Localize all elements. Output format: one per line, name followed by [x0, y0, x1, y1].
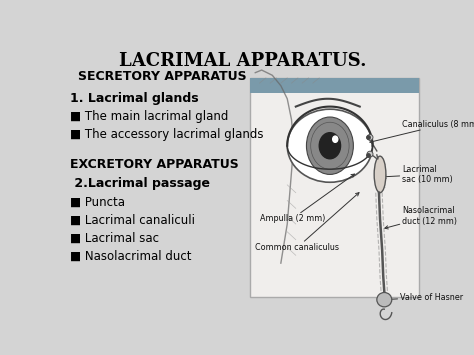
Bar	[250, 78, 419, 297]
Text: Common canaliculus: Common canaliculus	[255, 193, 359, 252]
Circle shape	[306, 117, 353, 174]
Circle shape	[333, 136, 338, 142]
Ellipse shape	[287, 109, 373, 182]
Text: ■ Nasolacrimal duct: ■ Nasolacrimal duct	[70, 249, 192, 262]
Text: EXCRETORY APPARATUS: EXCRETORY APPARATUS	[70, 158, 239, 171]
Ellipse shape	[374, 156, 386, 193]
Text: LACRIMAL APPARATUS.: LACRIMAL APPARATUS.	[119, 52, 367, 70]
Text: ■ The accessory lacrimal glands: ■ The accessory lacrimal glands	[70, 128, 264, 141]
Ellipse shape	[367, 135, 373, 140]
Text: 2.Lacrimal passage: 2.Lacrimal passage	[70, 177, 210, 190]
Text: ■ Lacrimal canaliculi: ■ Lacrimal canaliculi	[70, 214, 195, 227]
Text: ■ Puncta: ■ Puncta	[70, 196, 125, 209]
Ellipse shape	[377, 293, 392, 307]
Text: Canaliculus (8 mm): Canaliculus (8 mm)	[370, 120, 474, 143]
Circle shape	[319, 133, 340, 159]
Bar	[250, 78, 419, 93]
Text: Valve of Hasner: Valve of Hasner	[387, 293, 464, 301]
Text: 1. Lacrimal glands: 1. Lacrimal glands	[70, 92, 199, 105]
Text: ■ Lacrimal sac: ■ Lacrimal sac	[70, 231, 159, 245]
Text: Lacrimal
sac (10 mm): Lacrimal sac (10 mm)	[383, 165, 453, 184]
Text: Nasolacrimal
duct (12 mm): Nasolacrimal duct (12 mm)	[385, 207, 457, 229]
Ellipse shape	[367, 151, 373, 157]
Text: Ampulla (2 mm): Ampulla (2 mm)	[260, 174, 355, 223]
Text: ■ The main lacrimal gland: ■ The main lacrimal gland	[70, 110, 228, 123]
Text: SECRETORY APPARATUS: SECRETORY APPARATUS	[78, 70, 246, 83]
